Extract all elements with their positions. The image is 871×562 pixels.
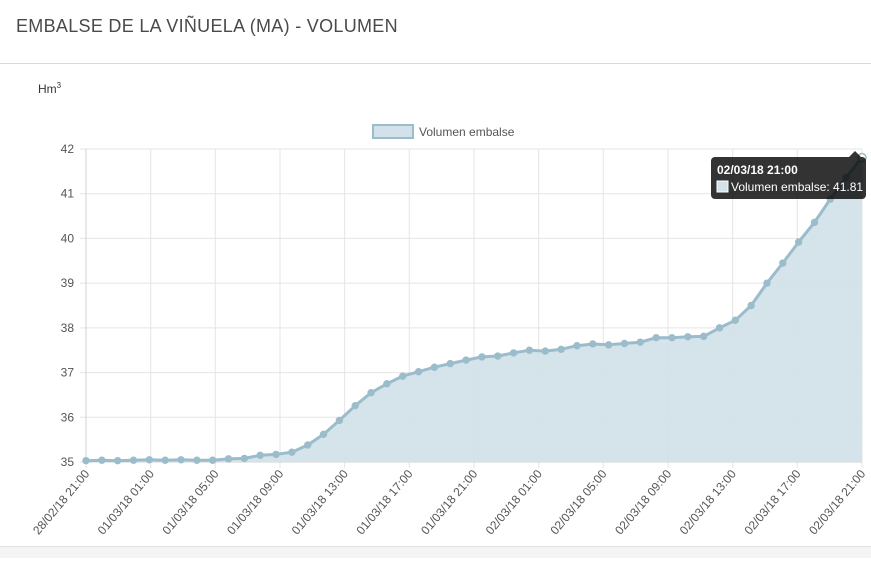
data-point[interactable]: [193, 456, 201, 464]
data-points: [82, 152, 867, 465]
y-tick-label: 39: [61, 276, 75, 290]
data-point[interactable]: [731, 316, 740, 324]
data-point[interactable]: [446, 359, 454, 368]
x-tick-label: 01/03/18 01:00: [95, 467, 157, 538]
y-tick-label: 38: [61, 321, 75, 335]
data-point[interactable]: [573, 342, 581, 350]
data-point[interactable]: [82, 456, 90, 465]
data-point[interactable]: [794, 238, 803, 246]
data-point[interactable]: [557, 345, 565, 354]
data-point[interactable]: [430, 363, 439, 371]
data-point[interactable]: [810, 218, 819, 227]
legend-swatch: [372, 124, 414, 139]
data-point[interactable]: [414, 367, 423, 376]
x-tick-label: 01/03/18 09:00: [224, 467, 286, 538]
data-point[interactable]: [541, 347, 549, 355]
tooltip: 02/03/18 21:00 Volumen embalse: 41.81: [711, 151, 866, 199]
x-axis: 28/02/18 21:00 01/03/18 01:00 01/03/18 05:…: [30, 467, 868, 538]
page-title: EMBALSE DE LA VIÑUELA (MA) - VOLUMEN: [16, 16, 398, 36]
x-tick-label: 01/03/18 13:00: [289, 467, 351, 538]
data-point[interactable]: [509, 349, 518, 357]
y-tick-label: 40: [61, 231, 75, 245]
data-point[interactable]: [177, 456, 185, 464]
tooltip-swatch: [716, 180, 729, 193]
y-tick-label: 42: [61, 142, 75, 156]
data-point[interactable]: [224, 455, 233, 463]
y-tick-label: 35: [61, 455, 75, 469]
legend-label: Volumen embalse: [419, 125, 515, 139]
data-point[interactable]: [98, 456, 106, 464]
chart-container: Hm3 Volumen embalse 35 36 37 38 39 40 41 42 28/…: [0, 65, 871, 557]
data-point[interactable]: [288, 448, 296, 456]
legend[interactable]: Volumen embalse: [372, 124, 515, 139]
page-header: EMBALSE DE LA VIÑUELA (MA) - VOLUMEN: [0, 0, 871, 64]
x-tick-label: 02/03/18 01:00: [483, 467, 545, 538]
data-point[interactable]: [319, 430, 328, 438]
data-point[interactable]: [113, 456, 122, 465]
area-chart: Hm3 Volumen embalse 35 36 37 38 39 40 41 42 28/…: [30, 81, 868, 538]
data-point[interactable]: [699, 332, 708, 341]
x-tick-label: 02/03/18 09:00: [612, 467, 674, 538]
data-point[interactable]: [256, 451, 264, 459]
data-point[interactable]: [399, 372, 407, 380]
data-point[interactable]: [636, 338, 644, 346]
data-point[interactable]: [779, 259, 787, 267]
data-point[interactable]: [684, 333, 692, 341]
data-point[interactable]: [161, 456, 169, 464]
data-point[interactable]: [494, 352, 502, 360]
x-tick-label: 02/03/18 13:00: [677, 467, 739, 538]
y-tick-label: 41: [61, 187, 75, 201]
y-tick-label: 37: [61, 366, 75, 380]
data-point[interactable]: [715, 324, 724, 332]
tooltip-box: [711, 157, 866, 199]
data-point[interactable]: [652, 333, 660, 342]
data-point[interactable]: [304, 441, 312, 449]
series-area-volumen-embalse: [86, 157, 862, 462]
data-point[interactable]: [668, 333, 676, 342]
data-point[interactable]: [589, 340, 597, 348]
x-tick-label: 01/03/18 05:00: [159, 467, 221, 538]
data-point[interactable]: [272, 450, 280, 459]
data-point[interactable]: [462, 356, 470, 364]
y-axis: 35 36 37 38 39 40 41 42: [61, 142, 75, 469]
x-tick-label: 02/03/18 21:00: [806, 467, 868, 538]
x-tick-label: 28/02/18 21:00: [30, 467, 92, 538]
data-point[interactable]: [335, 416, 344, 425]
x-tick-label: 01/03/18 21:00: [418, 467, 480, 538]
data-point[interactable]: [145, 456, 154, 464]
data-point[interactable]: [383, 380, 391, 388]
x-tick-label: 02/03/18 17:00: [741, 467, 803, 538]
x-tick-label: 02/03/18 05:00: [547, 467, 609, 538]
data-point[interactable]: [367, 388, 375, 397]
data-point[interactable]: [129, 456, 138, 464]
data-point[interactable]: [351, 401, 359, 410]
data-point[interactable]: [620, 339, 629, 348]
y-unit-label: Hm3: [38, 81, 62, 96]
footer-strip: [0, 546, 871, 558]
data-point[interactable]: [604, 341, 613, 349]
x-tick-label: 01/03/18 17:00: [353, 467, 415, 538]
tooltip-title: 02/03/18 21:00: [717, 163, 798, 177]
data-point[interactable]: [763, 279, 771, 287]
tooltip-label: Volumen embalse: 41.81: [731, 180, 863, 194]
data-point[interactable]: [240, 454, 249, 463]
data-point[interactable]: [525, 346, 534, 354]
data-point[interactable]: [478, 353, 486, 361]
tooltip-caret: [849, 151, 861, 157]
y-tick-label: 36: [61, 410, 75, 424]
data-point[interactable]: [208, 456, 217, 464]
data-point[interactable]: [747, 301, 755, 310]
